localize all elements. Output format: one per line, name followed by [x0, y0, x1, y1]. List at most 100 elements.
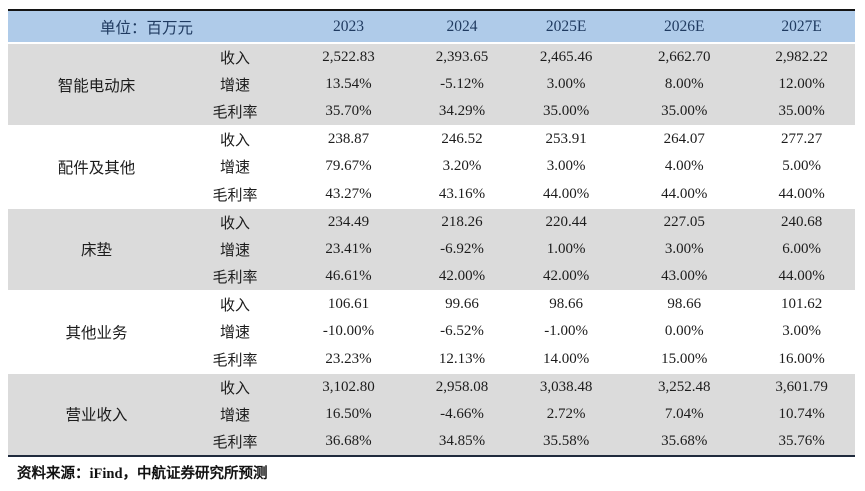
year-header: 2025E: [511, 10, 621, 44]
value-cell: 218.26: [412, 207, 512, 236]
value-cell: 3,601.79: [748, 372, 855, 401]
value-cell: 35.68%: [620, 428, 749, 456]
value-cell: 34.85%: [412, 428, 512, 456]
value-cell: 101.62: [748, 290, 855, 318]
metric-label-cell: 收入: [185, 207, 285, 236]
value-cell: 3.20%: [412, 153, 512, 181]
table-header-row: 单位：百万元 2023 2024 2025E 2026E 2027E: [8, 10, 855, 44]
value-cell: 2,662.70: [620, 42, 749, 71]
value-cell: 253.91: [511, 125, 621, 153]
table-row: 毛利率 43.27% 43.16% 44.00% 44.00% 44.00%: [8, 180, 855, 208]
year-header: 2027E: [748, 10, 855, 44]
value-cell: 2,958.08: [412, 372, 512, 401]
value-cell: 4.00%: [620, 153, 749, 181]
group-name-cell: 配件及其他: [8, 125, 186, 208]
value-cell: -6.92%: [412, 235, 512, 263]
table-row: 毛利率 23.23% 12.13% 14.00% 15.00% 16.00%: [8, 345, 855, 373]
unit-label: 单位：百万元: [8, 10, 285, 44]
value-cell: 16.50%: [284, 400, 412, 428]
metric-label-cell: 增速: [185, 153, 285, 181]
value-cell: 227.05: [620, 207, 749, 236]
value-cell: 14.00%: [511, 345, 621, 373]
table-row: 增速 23.41% -6.92% 1.00% 3.00% 6.00%: [8, 235, 855, 263]
value-cell: 35.00%: [748, 98, 855, 126]
table-row: 智能电动床 收入 2,522.83 2,393.65 2,465.46 2,662.70 2…: [8, 42, 855, 126]
value-cell: 35.58%: [511, 428, 621, 456]
value-cell: 44.00%: [748, 180, 855, 208]
value-cell: -4.66%: [412, 400, 512, 428]
value-cell: 5.00%: [748, 153, 855, 181]
table-row: 其他业务 收入 106.61 99.66 98.66 98.66 101.62: [8, 290, 855, 373]
value-cell: 12.00%: [748, 70, 855, 98]
value-cell: 3,102.80: [284, 372, 412, 401]
metric-label-cell: 收入: [185, 290, 285, 318]
value-cell: 10.74%: [748, 400, 855, 428]
metric-label-cell: 增速: [185, 318, 285, 346]
value-cell: 238.87: [284, 125, 412, 153]
value-cell: 44.00%: [748, 263, 855, 291]
year-header: 2026E: [620, 10, 749, 44]
table-row: 增速 -10.00% -6.52% -1.00% 0.00% 3.00%: [8, 318, 855, 346]
value-cell: 35.76%: [748, 428, 855, 456]
value-cell: 8.00%: [620, 70, 749, 98]
value-cell: 16.00%: [748, 345, 855, 373]
value-cell: 264.07: [620, 125, 749, 153]
value-cell: 2,522.83: [284, 42, 412, 71]
value-cell: 234.49: [284, 207, 412, 236]
value-cell: 12.13%: [412, 345, 512, 373]
table-row: 毛利率 35.70% 34.29% 35.00% 35.00% 35.00%: [8, 98, 855, 126]
value-cell: 98.66: [511, 290, 621, 318]
value-cell: 2,982.22: [748, 42, 855, 71]
value-cell: 35.70%: [284, 98, 412, 126]
metric-label-cell: 增速: [185, 70, 285, 98]
metric-label-cell: 收入: [185, 372, 285, 401]
value-cell: 79.67%: [284, 153, 412, 181]
group-name-cell: 智能电动床: [8, 42, 186, 126]
value-cell: 35.00%: [620, 98, 749, 126]
value-cell: 106.61: [284, 290, 412, 318]
value-cell: 3.00%: [511, 70, 621, 98]
table-row: 营业收入 收入 3,102.80 2,958.08 3,038.48 3,252.48 3,…: [8, 372, 855, 456]
table-row: 毛利率 36.68% 34.85% 35.58% 35.68% 35.76%: [8, 428, 855, 456]
metric-label-cell: 毛利率: [185, 180, 285, 208]
value-cell: 0.00%: [620, 318, 749, 346]
table-row: 配件及其他 收入 238.87 246.52 253.91 264.07 277.27: [8, 125, 855, 208]
value-cell: 2.72%: [511, 400, 621, 428]
value-cell: 2,465.46: [511, 42, 621, 71]
value-cell: 35.00%: [511, 98, 621, 126]
value-cell: 36.68%: [284, 428, 412, 456]
value-cell: 23.23%: [284, 345, 412, 373]
metric-label-cell: 毛利率: [185, 428, 285, 456]
metric-label-cell: 增速: [185, 400, 285, 428]
value-cell: 3.00%: [511, 153, 621, 181]
value-cell: -5.12%: [412, 70, 512, 98]
forecast-table-container: 单位：百万元 2023 2024 2025E 2026E 2027E 智能电动床 收入 2,…: [8, 9, 855, 457]
value-cell: -1.00%: [511, 318, 621, 346]
value-cell: 23.41%: [284, 235, 412, 263]
value-cell: 44.00%: [620, 180, 749, 208]
table-row: 增速 16.50% -4.66% 2.72% 7.04% 10.74%: [8, 400, 855, 428]
value-cell: 220.44: [511, 207, 621, 236]
value-cell: 15.00%: [620, 345, 749, 373]
value-cell: 240.68: [748, 207, 855, 236]
value-cell: 43.27%: [284, 180, 412, 208]
table-row: 床垫 收入 234.49 218.26 220.44 227.05 240.68: [8, 207, 855, 291]
value-cell: 13.54%: [284, 70, 412, 98]
value-cell: 246.52: [412, 125, 512, 153]
table-body: 智能电动床 收入 2,522.83 2,393.65 2,465.46 2,662.70 2…: [8, 42, 855, 456]
value-cell: 3.00%: [748, 318, 855, 346]
metric-label-cell: 收入: [185, 125, 285, 153]
value-cell: 3,252.48: [620, 372, 749, 401]
metric-label-cell: 毛利率: [185, 263, 285, 291]
table-row: 增速 13.54% -5.12% 3.00% 8.00% 12.00%: [8, 70, 855, 98]
group-name-cell: 营业收入: [8, 372, 186, 456]
value-cell: 3.00%: [620, 235, 749, 263]
value-cell: 34.29%: [412, 98, 512, 126]
year-header: 2023: [284, 10, 412, 44]
group-name-cell: 床垫: [8, 207, 186, 291]
value-cell: 44.00%: [511, 180, 621, 208]
table-row: 增速 79.67% 3.20% 3.00% 4.00% 5.00%: [8, 153, 855, 181]
value-cell: 42.00%: [511, 263, 621, 291]
metric-label-cell: 收入: [185, 42, 285, 71]
metric-label-cell: 毛利率: [185, 345, 285, 373]
